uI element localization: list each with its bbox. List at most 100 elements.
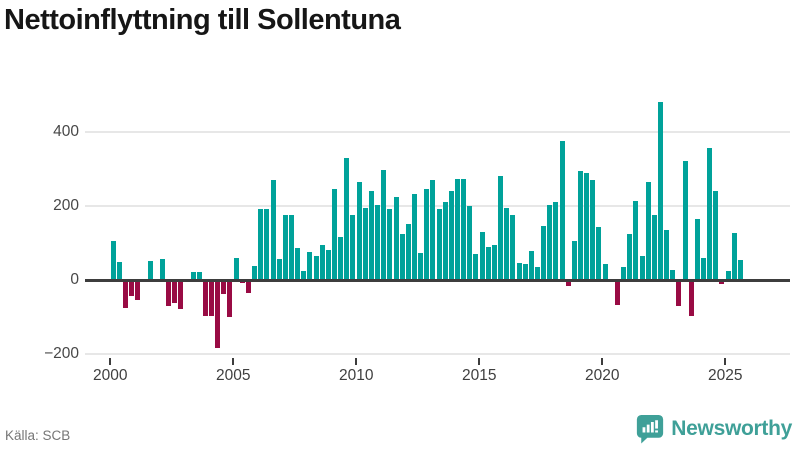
bar-positive: [640, 256, 645, 280]
bar-positive: [560, 141, 565, 280]
bar-positive: [517, 263, 522, 280]
bar-positive: [387, 209, 392, 280]
bar-negative: [227, 280, 232, 317]
bar-positive: [400, 234, 405, 280]
bar-positive: [394, 197, 399, 280]
bar-positive: [732, 233, 737, 280]
y-axis-label: 400: [53, 123, 79, 140]
newsworthy-logo-icon: [636, 414, 664, 444]
bar-negative: [129, 280, 134, 296]
bar-positive: [283, 215, 288, 280]
bar-negative: [676, 280, 681, 306]
bar-positive: [510, 215, 515, 280]
bar-positive: [160, 259, 165, 280]
bar-positive: [467, 206, 472, 280]
bar-positive: [670, 270, 675, 280]
x-axis-tick: [478, 358, 481, 365]
bar-negative: [166, 280, 171, 306]
bar-positive: [277, 259, 282, 280]
bar-positive: [498, 176, 503, 280]
x-axis-label: 2025: [708, 367, 743, 384]
bar-positive: [314, 256, 319, 280]
bar-positive: [307, 252, 312, 280]
bar-negative: [215, 280, 220, 348]
bar-positive: [553, 202, 558, 280]
y-axis-label: 200: [53, 197, 79, 214]
bar-positive: [455, 179, 460, 280]
x-axis-label: 2010: [339, 367, 374, 384]
bar-positive: [547, 205, 552, 280]
bar-positive: [252, 266, 257, 280]
bar-positive: [443, 202, 448, 280]
bar-negative: [209, 280, 214, 316]
bar-negative: [246, 280, 251, 293]
bar-positive: [726, 271, 731, 280]
bar-positive: [375, 205, 380, 280]
bar-positive: [646, 182, 651, 280]
bar-positive: [572, 241, 577, 280]
x-axis-label: 2005: [216, 367, 251, 384]
bar-positive: [738, 260, 743, 280]
bar-positive: [492, 245, 497, 280]
y-axis-label: 0: [70, 271, 79, 288]
bar-positive: [664, 230, 669, 280]
bar-positive: [148, 261, 153, 280]
bar-positive: [523, 264, 528, 280]
gridline-400: [85, 131, 790, 133]
bar-positive: [350, 215, 355, 280]
bar-negative: [135, 280, 140, 300]
bar-positive: [627, 234, 632, 280]
bar-positive: [197, 272, 202, 280]
bar-positive: [406, 224, 411, 280]
zero-axis-line: [85, 279, 790, 282]
bar-negative: [719, 280, 724, 284]
brand-lockup: Newsworthy: [636, 414, 792, 444]
bar-positive: [271, 180, 276, 280]
bar-positive: [430, 180, 435, 280]
gridline--200: [85, 353, 790, 355]
x-axis-tick: [724, 358, 727, 365]
bar-positive: [357, 182, 362, 280]
bar-negative: [566, 280, 571, 286]
bar-positive: [621, 267, 626, 280]
bar-positive: [424, 189, 429, 280]
bar-positive: [449, 191, 454, 280]
bar-positive: [191, 272, 196, 280]
bar-positive: [695, 219, 700, 280]
bar-positive: [701, 258, 706, 280]
bar-positive: [590, 180, 595, 280]
bar-positive: [111, 241, 116, 280]
bar-positive: [289, 215, 294, 280]
bar-positive: [234, 258, 239, 280]
bar-positive: [596, 227, 601, 280]
bar-positive: [332, 189, 337, 280]
bar-positive: [381, 170, 386, 280]
y-axis-label: −200: [44, 345, 79, 362]
bar-positive: [486, 247, 491, 280]
bar-positive: [529, 251, 534, 280]
bar-positive: [461, 179, 466, 280]
bar-positive: [504, 208, 509, 280]
bar-positive: [480, 232, 485, 280]
brand-name: Newsworthy: [671, 417, 792, 440]
bar-positive: [344, 158, 349, 280]
x-axis-tick: [601, 358, 604, 365]
bar-negative: [689, 280, 694, 316]
bar-positive: [295, 248, 300, 280]
x-axis-label: 2000: [93, 367, 128, 384]
chart-title: Nettoinflyttning till Sollentuna: [4, 4, 401, 36]
bar-positive: [117, 262, 122, 280]
bar-positive: [264, 209, 269, 280]
x-axis-tick: [109, 358, 112, 365]
gridline-200: [85, 205, 790, 207]
bar-positive: [541, 226, 546, 280]
bar-positive: [578, 171, 583, 280]
bar-positive: [603, 264, 608, 280]
bar-positive: [535, 267, 540, 280]
bar-positive: [707, 148, 712, 280]
bar-positive: [683, 161, 688, 280]
bar-positive: [584, 173, 589, 280]
bar-negative: [123, 280, 128, 308]
